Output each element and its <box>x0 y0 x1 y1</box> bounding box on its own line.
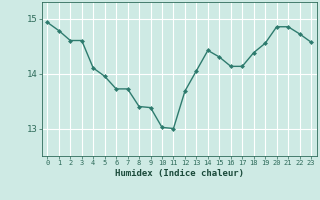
X-axis label: Humidex (Indice chaleur): Humidex (Indice chaleur) <box>115 169 244 178</box>
